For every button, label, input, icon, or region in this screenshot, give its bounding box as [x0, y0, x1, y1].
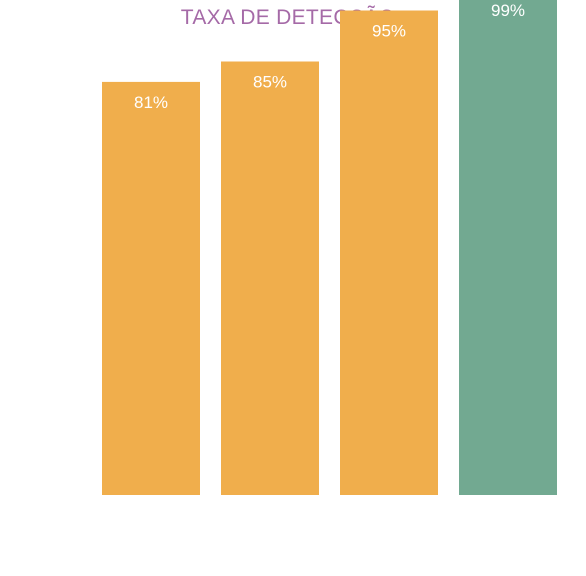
bar-3-value-label: 95% [372, 22, 406, 41]
bar-1-value-label: 81% [134, 93, 168, 112]
bars-group [102, 0, 557, 496]
bar-1 [102, 81, 200, 496]
bar-4 [459, 0, 557, 495]
bar-2 [221, 61, 319, 495]
data-labels-group: 81% 85% 95% 99% [134, 1, 525, 112]
bar-2-value-label: 85% [253, 73, 287, 92]
bar-4-value-label: 99% [491, 1, 525, 20]
bar-3 [340, 10, 438, 495]
